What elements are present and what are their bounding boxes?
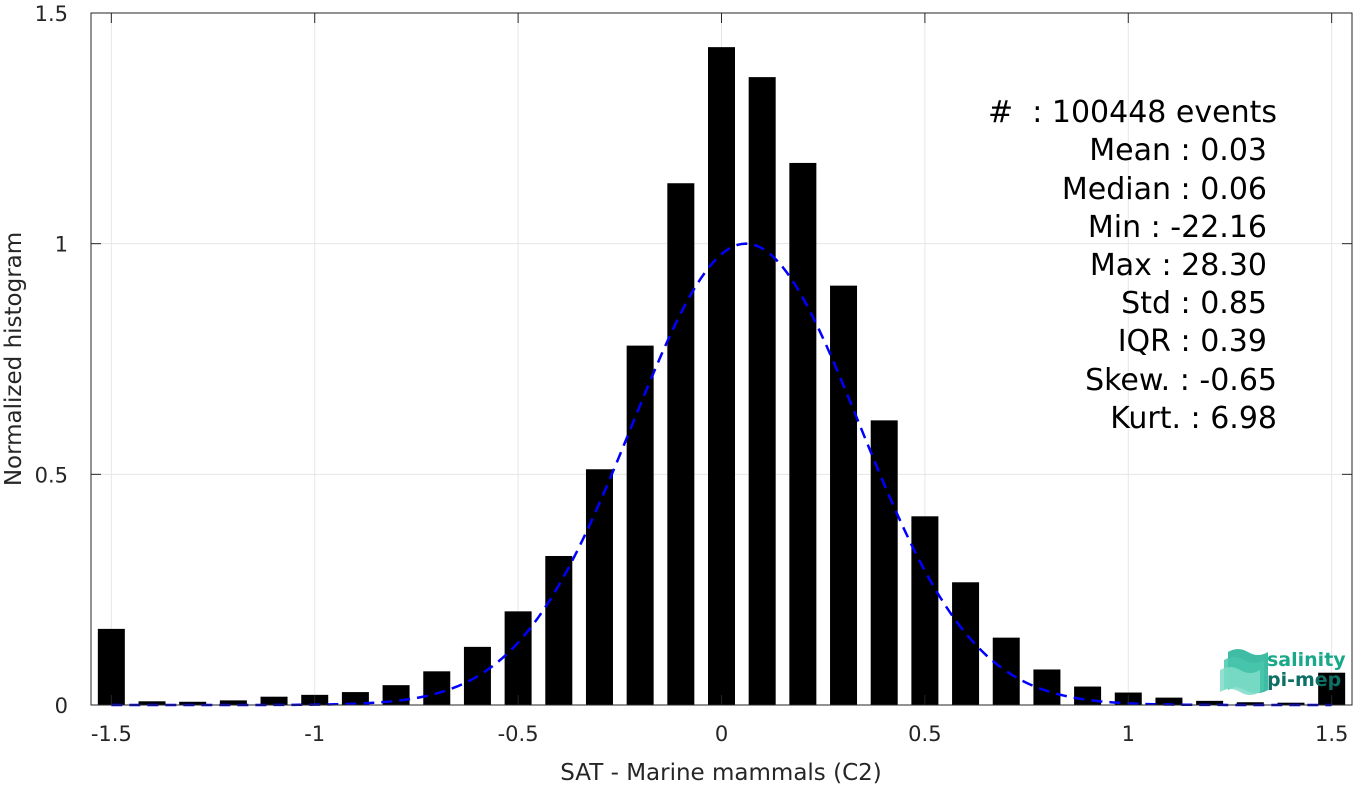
y-axis-label: Normalized histogram xyxy=(1,232,27,486)
histogram-bars xyxy=(97,47,1346,705)
histogram-bar xyxy=(667,183,695,705)
y-tick-label: 0 xyxy=(55,694,68,718)
histogram-bar xyxy=(911,516,939,705)
histogram-bar xyxy=(504,611,532,705)
x-tick-label: 0 xyxy=(715,722,728,746)
x-tick-label: -1 xyxy=(304,722,325,746)
stat-median: Median : 0.06 xyxy=(1062,172,1267,207)
logo-text-salinity: salinity xyxy=(1267,649,1346,671)
histogram-bar xyxy=(708,47,735,705)
histogram-bar xyxy=(626,345,654,705)
histogram-bar xyxy=(585,469,613,705)
x-axis-label: SAT - Marine mammals (C2) xyxy=(560,760,882,785)
stat-std: Std : 0.85 xyxy=(1121,286,1267,321)
histogram-bar xyxy=(97,628,125,705)
stat-events: # : 100448 events xyxy=(988,95,1277,130)
y-tick-label: 0.5 xyxy=(35,463,68,487)
histogram-bar xyxy=(870,420,898,705)
stat-skew: Skew. : -0.65 xyxy=(1085,363,1277,398)
statistics-box: # : 100448 events Mean : 0.03 Median : 0… xyxy=(988,95,1277,436)
histogram-bar xyxy=(952,582,980,705)
x-tick-label: -1.5 xyxy=(91,722,132,746)
histogram-bar xyxy=(179,701,207,705)
y-axis-ticks: 0 0.5 1 1.5 xyxy=(35,2,1352,718)
histogram-bar xyxy=(138,701,166,705)
stat-mean: Mean : 0.03 xyxy=(1089,133,1267,168)
logo-text-pi-mep: pi-mep xyxy=(1267,669,1341,691)
stat-min: Min : -22.16 xyxy=(1088,210,1267,245)
x-tick-label: -0.5 xyxy=(498,722,539,746)
histogram-bar xyxy=(992,637,1020,705)
stat-iqr: IQR : 0.39 xyxy=(1118,324,1267,359)
x-axis-ticks: -1.5 -1 -0.5 0 0.5 1 1.5 xyxy=(91,13,1348,746)
histogram-bar xyxy=(423,671,451,705)
histogram-bar xyxy=(1155,697,1183,705)
logo-waves-icon xyxy=(1220,649,1268,695)
histogram-bar xyxy=(545,555,573,705)
histogram-bar xyxy=(1196,700,1224,705)
histogram-bar xyxy=(789,162,817,705)
histogram-bar xyxy=(219,700,247,705)
x-tick-label: 0.5 xyxy=(908,722,941,746)
x-tick-label: 1.5 xyxy=(1315,722,1348,746)
histogram-bar xyxy=(830,285,858,705)
y-tick-label: 1 xyxy=(55,233,68,257)
histogram-bar xyxy=(341,692,369,705)
stat-kurt: Kurt. : 6.98 xyxy=(1110,401,1277,436)
histogram-bar xyxy=(748,77,776,705)
histogram-bar xyxy=(260,696,288,705)
stat-max: Max : 28.30 xyxy=(1090,248,1267,283)
histogram-bar xyxy=(1236,702,1264,705)
y-tick-label: 1.5 xyxy=(35,2,68,26)
histogram-bar xyxy=(1033,669,1061,705)
x-tick-label: 1 xyxy=(1122,722,1135,746)
salinity-pi-mep-logo: salinity pi-mep xyxy=(1220,649,1346,695)
